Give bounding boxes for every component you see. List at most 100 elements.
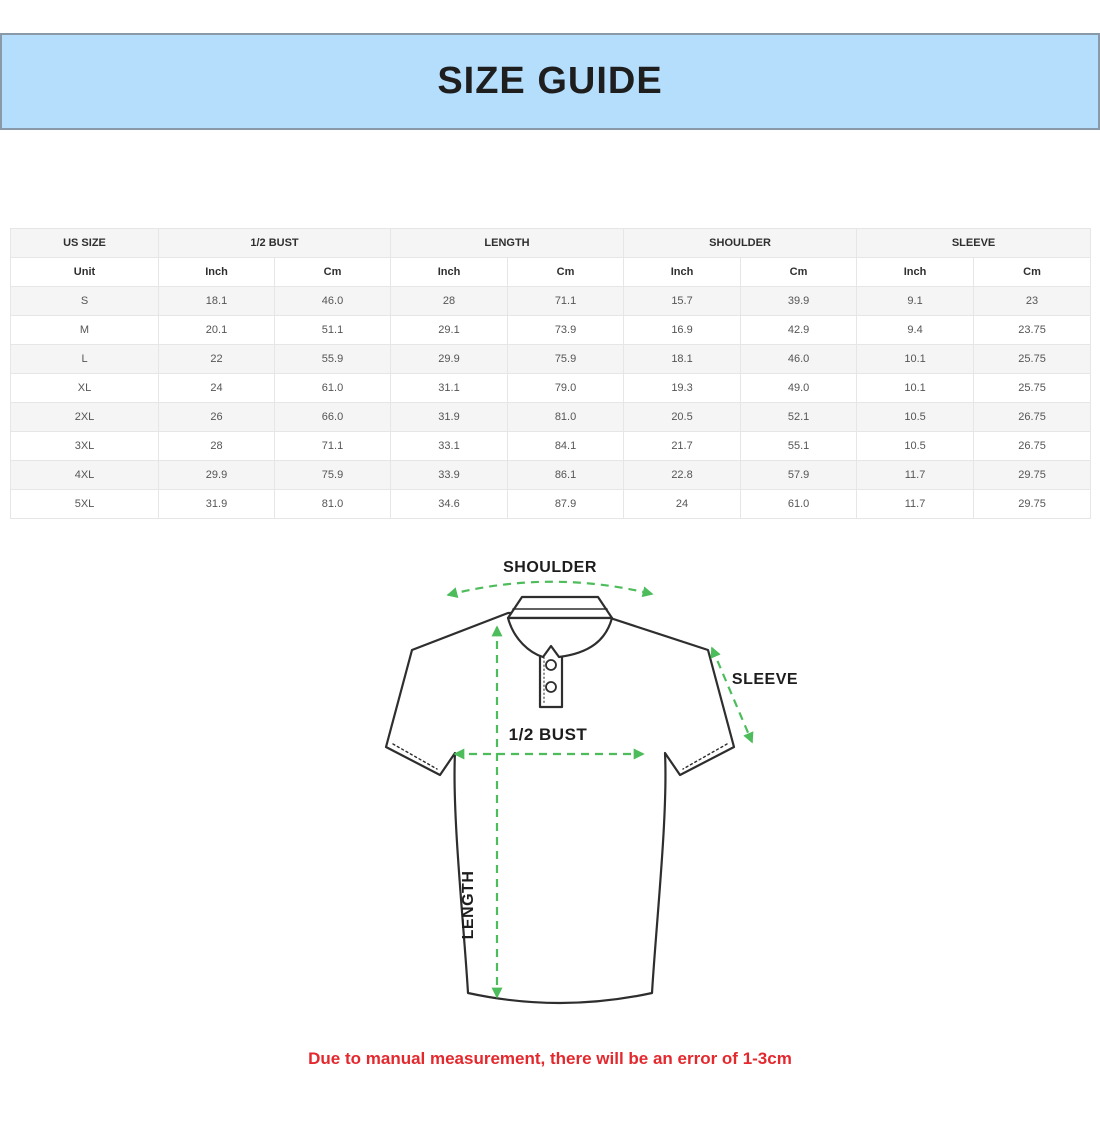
size-value-cell: 71.1 [273,431,392,461]
size-value-cell: 28 [158,431,275,461]
size-value-cell: 29.75 [973,460,1092,490]
unit-header-cell: Unit [10,257,159,287]
unit-header-cell: Cm [273,257,392,287]
size-value-cell: 10.5 [856,402,975,432]
size-row-label: S [10,286,159,316]
unit-header-cell: Cm [507,257,625,287]
size-value-cell: 57.9 [740,460,858,490]
table-unit-header-row: Unit Inch Cm Inch Cm Inch Cm Inch Cm [10,257,1092,287]
page-title: SIZE GUIDE [437,60,663,102]
table-body: S 18.1 46.0 28 71.1 15.7 39.9 9.1 23 M 20.1 51.1 29.… [10,286,1092,519]
column-group-header: SHOULDER [623,228,858,258]
size-value-cell: 10.1 [856,344,975,374]
size-chart-table: US SIZE 1/2 BUST LENGTH SHOULDER SLEEVE Unit… [10,228,1092,519]
table-row: XL 24 61.0 31.1 79.0 19.3 49.0 10.1 25.75 [10,373,1092,403]
size-value-cell: 86.1 [507,460,625,490]
size-value-cell: 31.9 [390,402,509,432]
length-label: LENGTH [460,871,477,940]
size-value-cell: 61.0 [740,489,858,519]
size-value-cell: 75.9 [507,344,625,374]
size-value-cell: 28 [390,286,509,316]
size-value-cell: 15.7 [623,286,742,316]
size-value-cell: 11.7 [856,489,975,519]
size-row-label: 2XL [10,402,159,432]
size-value-cell: 29.75 [973,489,1092,519]
size-row-label: XL [10,373,159,403]
unit-header-cell: Cm [973,257,1092,287]
size-row-label: 5XL [10,489,159,519]
unit-header-cell: Cm [740,257,858,287]
size-value-cell: 34.6 [390,489,509,519]
size-value-cell: 22.8 [623,460,742,490]
size-value-cell: 26.75 [973,431,1092,461]
polo-shirt-illustration [384,595,736,1005]
size-value-cell: 55.9 [273,344,392,374]
size-value-cell: 26.75 [973,402,1092,432]
size-value-cell: 33.9 [390,460,509,490]
size-value-cell: 10.1 [856,373,975,403]
size-value-cell: 46.0 [740,344,858,374]
sleeve-arrow [710,646,754,744]
size-value-cell: 55.1 [740,431,858,461]
size-value-cell: 18.1 [623,344,742,374]
size-value-cell: 81.0 [273,489,392,519]
size-value-cell: 21.7 [623,431,742,461]
measurement-diagram: SHOULDER SLEEVE 1/2 BUST LENGTH [384,559,798,1005]
size-value-cell: 10.5 [856,431,975,461]
size-value-cell: 11.7 [856,460,975,490]
column-group-header: LENGTH [390,228,625,258]
size-value-cell: 16.9 [623,315,742,345]
size-value-cell: 71.1 [507,286,625,316]
table-row: S 18.1 46.0 28 71.1 15.7 39.9 9.1 23 [10,286,1092,316]
table-row: L 22 55.9 29.9 75.9 18.1 46.0 10.1 25.75 [10,344,1092,374]
size-value-cell: 29.1 [390,315,509,345]
size-value-cell: 66.0 [273,402,392,432]
size-value-cell: 24 [158,373,275,403]
size-row-label: 3XL [10,431,159,461]
size-row-label: 4XL [10,460,159,490]
column-group-header: SLEEVE [856,228,1092,258]
size-value-cell: 61.0 [273,373,392,403]
size-value-cell: 25.75 [973,373,1092,403]
size-value-cell: 31.1 [390,373,509,403]
size-value-cell: 81.0 [507,402,625,432]
size-value-cell: 42.9 [740,315,858,345]
unit-header-cell: Inch [623,257,742,287]
table-row: 4XL 29.9 75.9 33.9 86.1 22.8 57.9 11.7 29.75 [10,460,1092,490]
size-value-cell: 33.1 [390,431,509,461]
size-value-cell: 24 [623,489,742,519]
size-value-cell: 49.0 [740,373,858,403]
table-row: M 20.1 51.1 29.1 73.9 16.9 42.9 9.4 23.75 [10,315,1092,345]
size-value-cell: 75.9 [273,460,392,490]
unit-header-cell: Inch [158,257,275,287]
table-row: 5XL 31.9 81.0 34.6 87.9 24 61.0 11.7 29.75 [10,489,1092,519]
size-value-cell: 23 [973,286,1092,316]
size-value-cell: 22 [158,344,275,374]
measurement-error-note: Due to manual measurement, there will be… [308,1049,792,1068]
size-value-cell: 23.75 [973,315,1092,345]
size-value-cell: 46.0 [273,286,392,316]
size-value-cell: 18.1 [158,286,275,316]
size-value-cell: 26 [158,402,275,432]
size-value-cell: 29.9 [158,460,275,490]
size-value-cell: 39.9 [740,286,858,316]
column-group-header: US SIZE [10,228,159,258]
unit-header-cell: Inch [390,257,509,287]
unit-header-cell: Inch [856,257,975,287]
size-row-label: M [10,315,159,345]
size-value-cell: 25.75 [973,344,1092,374]
size-row-label: L [10,344,159,374]
sleeve-label: SLEEVE [732,671,798,688]
shoulder-label: SHOULDER [503,559,597,576]
size-value-cell: 20.1 [158,315,275,345]
size-value-cell: 20.5 [623,402,742,432]
table-row: 3XL 28 71.1 33.1 84.1 21.7 55.1 10.5 26.75 [10,431,1092,461]
table-group-header-row: US SIZE 1/2 BUST LENGTH SHOULDER SLEEVE [10,228,1092,258]
size-value-cell: 84.1 [507,431,625,461]
size-value-cell: 9.4 [856,315,975,345]
size-value-cell: 52.1 [740,402,858,432]
measurement-arrows [446,580,754,999]
size-value-cell: 51.1 [273,315,392,345]
size-guide-banner: SIZE GUIDE [0,33,1100,130]
size-value-cell: 73.9 [507,315,625,345]
